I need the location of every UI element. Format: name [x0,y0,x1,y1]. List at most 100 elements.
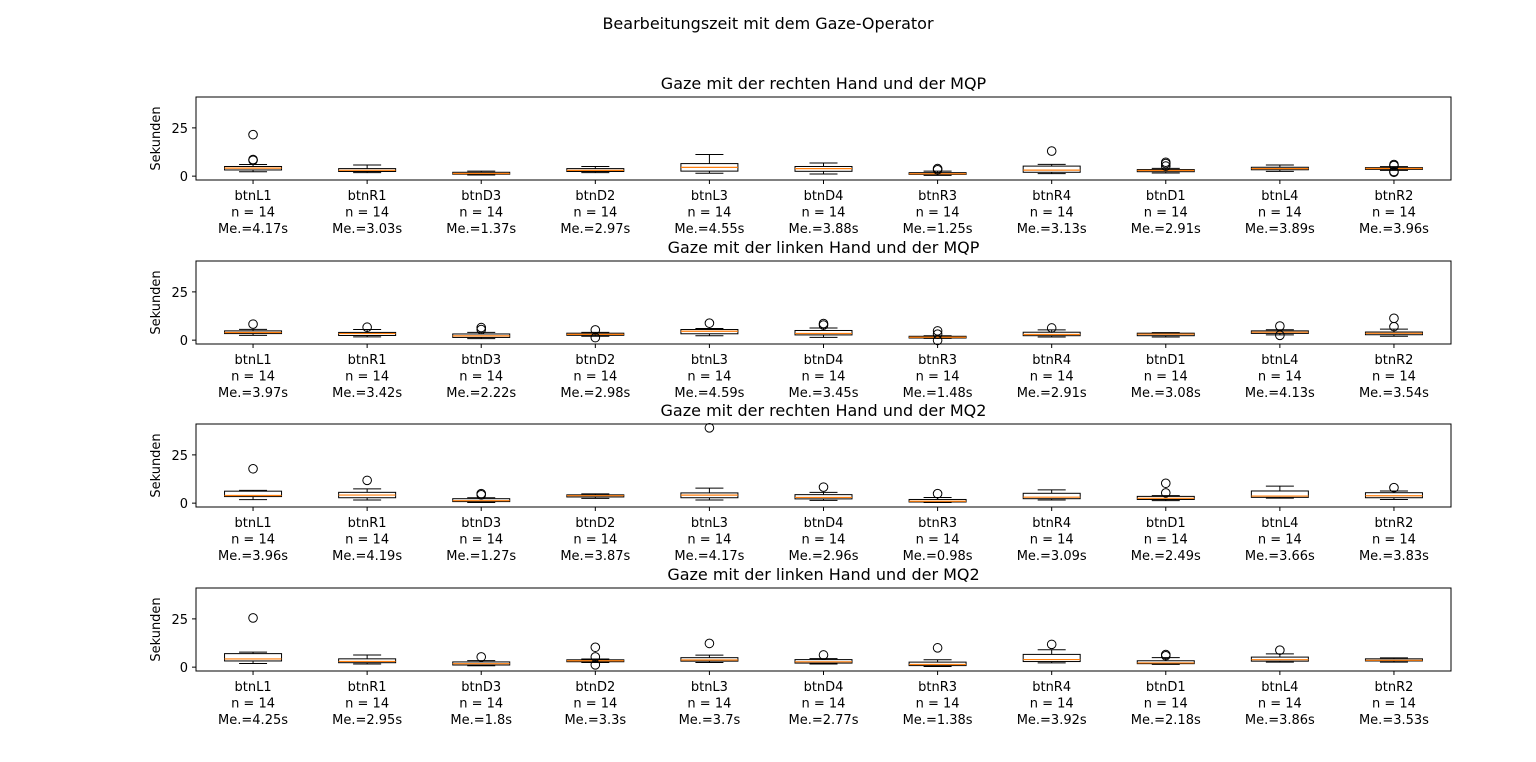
x-tick-label: btnL1 [234,189,271,204]
y-tick-label: 0 [180,334,188,349]
x-median-label: Me.=3.87s [560,549,630,564]
x-count-label: n = 14 [1372,533,1416,548]
x-count-label: n = 14 [573,206,617,221]
x-count-label: n = 14 [802,533,846,548]
box-btnL4 [1250,164,1309,172]
box-btnL3 [680,154,739,174]
x-tick-label: btnR2 [1375,353,1414,368]
x-tick-label: btnD3 [461,680,501,695]
x-median-label: Me.=2.97s [560,222,630,237]
x-tick-label: btnR2 [1375,680,1414,695]
x-tick-label: btnL3 [691,189,728,204]
box-btnR4 [1022,639,1081,664]
box-btnL1 [224,319,283,336]
outlier-point [362,322,372,333]
box-btnL1 [224,129,283,173]
box-btnL4 [1250,321,1309,341]
x-tick-label: btnD4 [804,516,844,531]
box-iqr [1022,653,1081,663]
box-iqr [224,490,283,498]
x-tick-label: btnR1 [348,680,387,695]
x-count-label: n = 14 [459,370,503,385]
x-tick-label: btnD3 [461,516,501,531]
x-tick-label: btnD4 [804,353,844,368]
x-tick-label: btnD3 [461,353,501,368]
outlier-point [590,325,601,335]
x-count-label: n = 14 [573,697,617,712]
x-median-label: Me.=3.42s [332,386,402,401]
outlier-point [1046,146,1057,156]
subplot-1: Gaze mit der rechten Hand und der MQP Sek… [149,74,1452,237]
box-iqr [1250,490,1309,498]
x-count-label: n = 14 [1030,697,1074,712]
box-btnR4 [1022,146,1081,175]
box-btnR1 [338,164,397,174]
x-median-label: Me.=3.3s [564,713,626,728]
x-tick-label: btnL4 [1261,189,1298,204]
x-median-label: Me.=3.97s [218,386,288,401]
x-count-label: n = 14 [1258,370,1302,385]
x-tick-label: btnR4 [1032,189,1071,204]
x-median-label: Me.=4.25s [218,713,288,728]
subplot-3: Gaze mit der rechten Hand und der MQ2 Sek… [149,401,1452,564]
outlier-point [248,319,258,329]
outlier-point [248,613,258,623]
subplot-title: Gaze mit der linken Hand und der MQP [668,238,980,257]
x-median-label: Me.=1.38s [903,713,973,728]
x-tick-label: btnL1 [234,680,271,695]
box-btnD3 [452,170,511,176]
outlier-point [1160,649,1171,660]
outlier-point [1275,330,1285,341]
x-tick-label: btnR1 [348,353,387,368]
box-btnD1 [1136,649,1195,665]
x-tick-label: btnD3 [461,189,501,204]
x-count-label: n = 14 [1144,533,1188,548]
x-count-label: n = 14 [1144,206,1188,221]
box-btnL3 [680,423,739,501]
box-btnD4 [794,162,853,175]
box-btnR1 [338,654,397,665]
x-median-label: Me.=1.48s [903,386,973,401]
outlier-point [1046,323,1057,333]
outlier-point [590,660,601,670]
box-btnR2 [1364,313,1423,337]
box-iqr [794,494,853,500]
box-btnD3 [452,652,511,667]
x-median-label: Me.=1.37s [446,222,516,237]
box-btnD2 [566,325,625,343]
outlier-point [932,643,943,653]
x-tick-label: btnR2 [1375,189,1414,204]
x-count-label: n = 14 [916,206,960,221]
y-axis-label: Sekunden [149,106,164,170]
x-count-label: n = 14 [231,533,275,548]
x-median-label: Me.=2.96s [789,549,859,564]
x-tick-label: btnL4 [1261,680,1298,695]
x-median-label: Me.=3.83s [1359,549,1429,564]
x-count-label: n = 14 [1030,533,1074,548]
x-count-label: n = 14 [573,533,617,548]
x-count-label: n = 14 [345,370,389,385]
x-count-label: n = 14 [687,370,731,385]
box-btnD1 [1136,332,1195,338]
x-tick-label: btnL1 [234,516,271,531]
x-tick-label: btnD2 [575,353,615,368]
outlier-point [1275,645,1285,655]
x-median-label: Me.=2.91s [1131,222,1201,237]
outlier-point [932,163,943,174]
x-median-label: Me.=1.8s [450,713,512,728]
box-btnL3 [680,318,739,337]
figure-suptitle: Bearbeitungszeit mit dem Gaze-Operator [602,14,934,33]
x-median-label: Me.=1.27s [446,549,516,564]
x-count-label: n = 14 [802,206,846,221]
x-median-label: Me.=3.13s [1017,222,1087,237]
x-tick-label: btnL3 [691,680,728,695]
x-tick-label: btnL4 [1261,353,1298,368]
box-iqr [908,661,967,667]
box-btnD3 [452,322,511,340]
box-btnR3 [908,326,967,346]
x-count-label: n = 14 [231,370,275,385]
outlier-point [590,332,601,343]
x-median-label: Me.=4.13s [1245,386,1315,401]
outlier-point [1389,166,1399,177]
